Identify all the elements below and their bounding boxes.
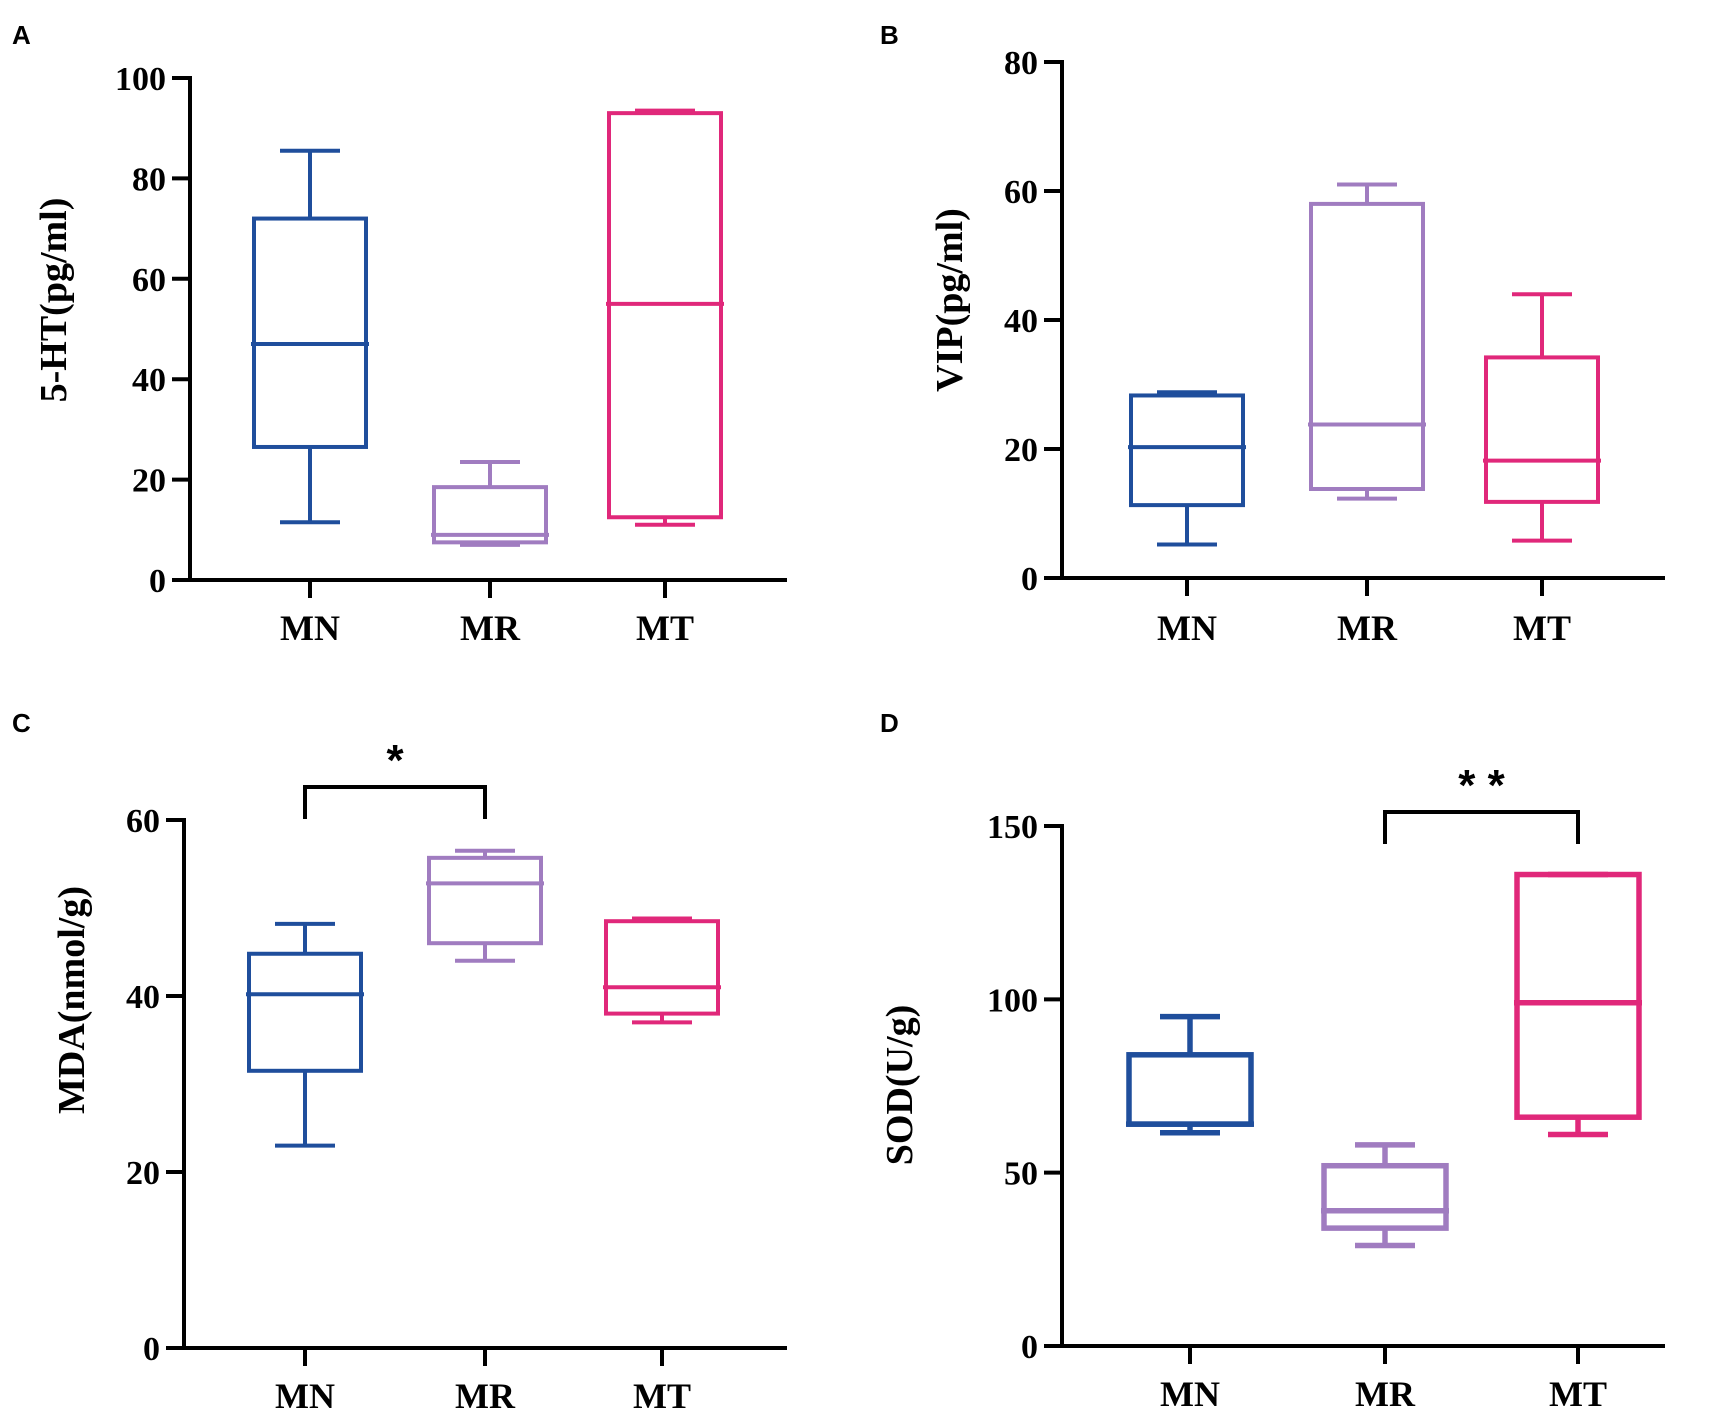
panel-d-significance-label: * *	[1458, 761, 1505, 810]
panel-d-y-tick-label: 0	[1021, 1329, 1038, 1366]
panel-a-letter: A	[12, 20, 31, 50]
panel-a-box-mn	[251, 148, 369, 525]
panel-d: D SOD(U/g)	[879, 708, 921, 1165]
panel-c: C MDA(nmol/g)	[12, 708, 93, 1114]
panel-b-box-mt	[1483, 292, 1601, 543]
panel-b-box-mn	[1128, 390, 1246, 547]
panel-b-y-tick-label: 80	[1004, 45, 1038, 82]
panel-c-category-label-mt: MT	[633, 1376, 691, 1416]
panel-a-plot: 0 20 40 60 80 100 MN MR MT	[115, 61, 787, 648]
panel-b-y-tick-label: 40	[1004, 303, 1038, 340]
panel-a-category-label-mn: MN	[280, 608, 340, 648]
panel-b-y-tick-label: 20	[1004, 432, 1038, 469]
panel-d-box-mr	[1321, 1142, 1449, 1249]
panel-b-y-axis-title: VIP(pg/ml)	[929, 208, 971, 392]
panel-b-category-label-mt: MT	[1513, 608, 1571, 648]
panel-c-significance-bracket	[303, 785, 487, 819]
panel-c-iqr-box	[604, 919, 720, 1016]
panel-c-significance-label: *	[386, 736, 404, 785]
panel-d-category-label-mr: MR	[1355, 1374, 1416, 1414]
panel-d-plot: 0 50 100 150 MN MR MT * *	[987, 761, 1665, 1414]
panel-a-iqr-box	[252, 216, 368, 449]
panel-d-y-tick-label: 150	[987, 809, 1038, 846]
panel-b-y-tick-label: 60	[1004, 174, 1038, 211]
panel-d-significance-bracket	[1383, 810, 1580, 844]
panel-d-box-mt	[1514, 871, 1642, 1138]
panel-c-plot: 0 20 40 60 MN MR MT *	[126, 736, 787, 1416]
panel-a-y-tick-label: 40	[132, 362, 166, 399]
panel-b-letter: B	[880, 20, 899, 50]
panel-d-iqr-box	[1126, 1052, 1254, 1127]
panel-d-category-label-mn: MN	[1160, 1374, 1220, 1414]
panel-c-letter: C	[12, 708, 31, 738]
panel-d-iqr-box	[1321, 1162, 1449, 1231]
panel-c-box-mt	[603, 916, 721, 1025]
panel-c-box-mr	[426, 848, 544, 963]
panel-a-box-mr	[431, 460, 549, 547]
panel-c-y-tick-label: 60	[126, 803, 160, 840]
panel-c-y-axis-title: MDA(nmol/g)	[51, 886, 93, 1114]
panel-b-category-label-mr: MR	[1337, 608, 1398, 648]
panel-a-y-tick-label: 0	[149, 563, 166, 600]
panel-a-y-tick-label: 80	[132, 161, 166, 198]
panel-b-iqr-box	[1484, 355, 1600, 504]
panel-b-iqr-box	[1129, 393, 1245, 508]
panel-a-box-mt	[606, 108, 724, 527]
panel-d-letter: D	[880, 708, 899, 738]
panel-c-y-tick-label: 40	[126, 979, 160, 1016]
panel-a-y-tick-label: 60	[132, 262, 166, 299]
panel-a-iqr-box	[607, 111, 723, 520]
panel-d-iqr-box	[1514, 871, 1642, 1120]
panel-b-box-mr	[1308, 182, 1426, 501]
panel-a-y-tick-label: 100	[115, 61, 166, 98]
panel-c-iqr-box	[247, 951, 363, 1073]
panel-c-y-tick-label: 0	[143, 1331, 160, 1368]
panel-d-box-mn	[1126, 1013, 1254, 1136]
panel-c-y-tick-label: 20	[126, 1155, 160, 1192]
panel-a-category-label-mt: MT	[636, 608, 694, 648]
panel-a: A 5-HT(pg/ml)	[12, 20, 75, 402]
panel-c-category-label-mr: MR	[455, 1376, 516, 1416]
panel-b-category-label-mn: MN	[1157, 608, 1217, 648]
panel-b-plot: 0 20 40 60 80 MN MR MT	[1004, 45, 1665, 648]
panel-a-y-axis-title: 5-HT(pg/ml)	[33, 198, 75, 403]
panel-d-y-tick-label: 50	[1004, 1156, 1038, 1193]
panel-c-iqr-box	[427, 855, 543, 946]
panel-b: B VIP(pg/ml)	[880, 20, 971, 392]
panel-c-significance: *	[303, 736, 487, 819]
panel-b-y-tick-label: 0	[1021, 561, 1038, 598]
panel-c-category-label-mn: MN	[275, 1376, 335, 1416]
panel-a-y-tick-label: 20	[132, 463, 166, 500]
panel-d-category-label-mt: MT	[1549, 1374, 1607, 1414]
panel-d-significance: * *	[1383, 761, 1580, 844]
panel-b-iqr-box	[1309, 201, 1425, 491]
panel-a-category-label-mr: MR	[460, 608, 521, 648]
panel-c-box-mn	[246, 921, 364, 1148]
panel-d-y-axis-title: SOD(U/g)	[879, 1005, 921, 1165]
panel-d-y-tick-label: 100	[987, 982, 1038, 1019]
panel-a-iqr-box	[432, 485, 548, 545]
